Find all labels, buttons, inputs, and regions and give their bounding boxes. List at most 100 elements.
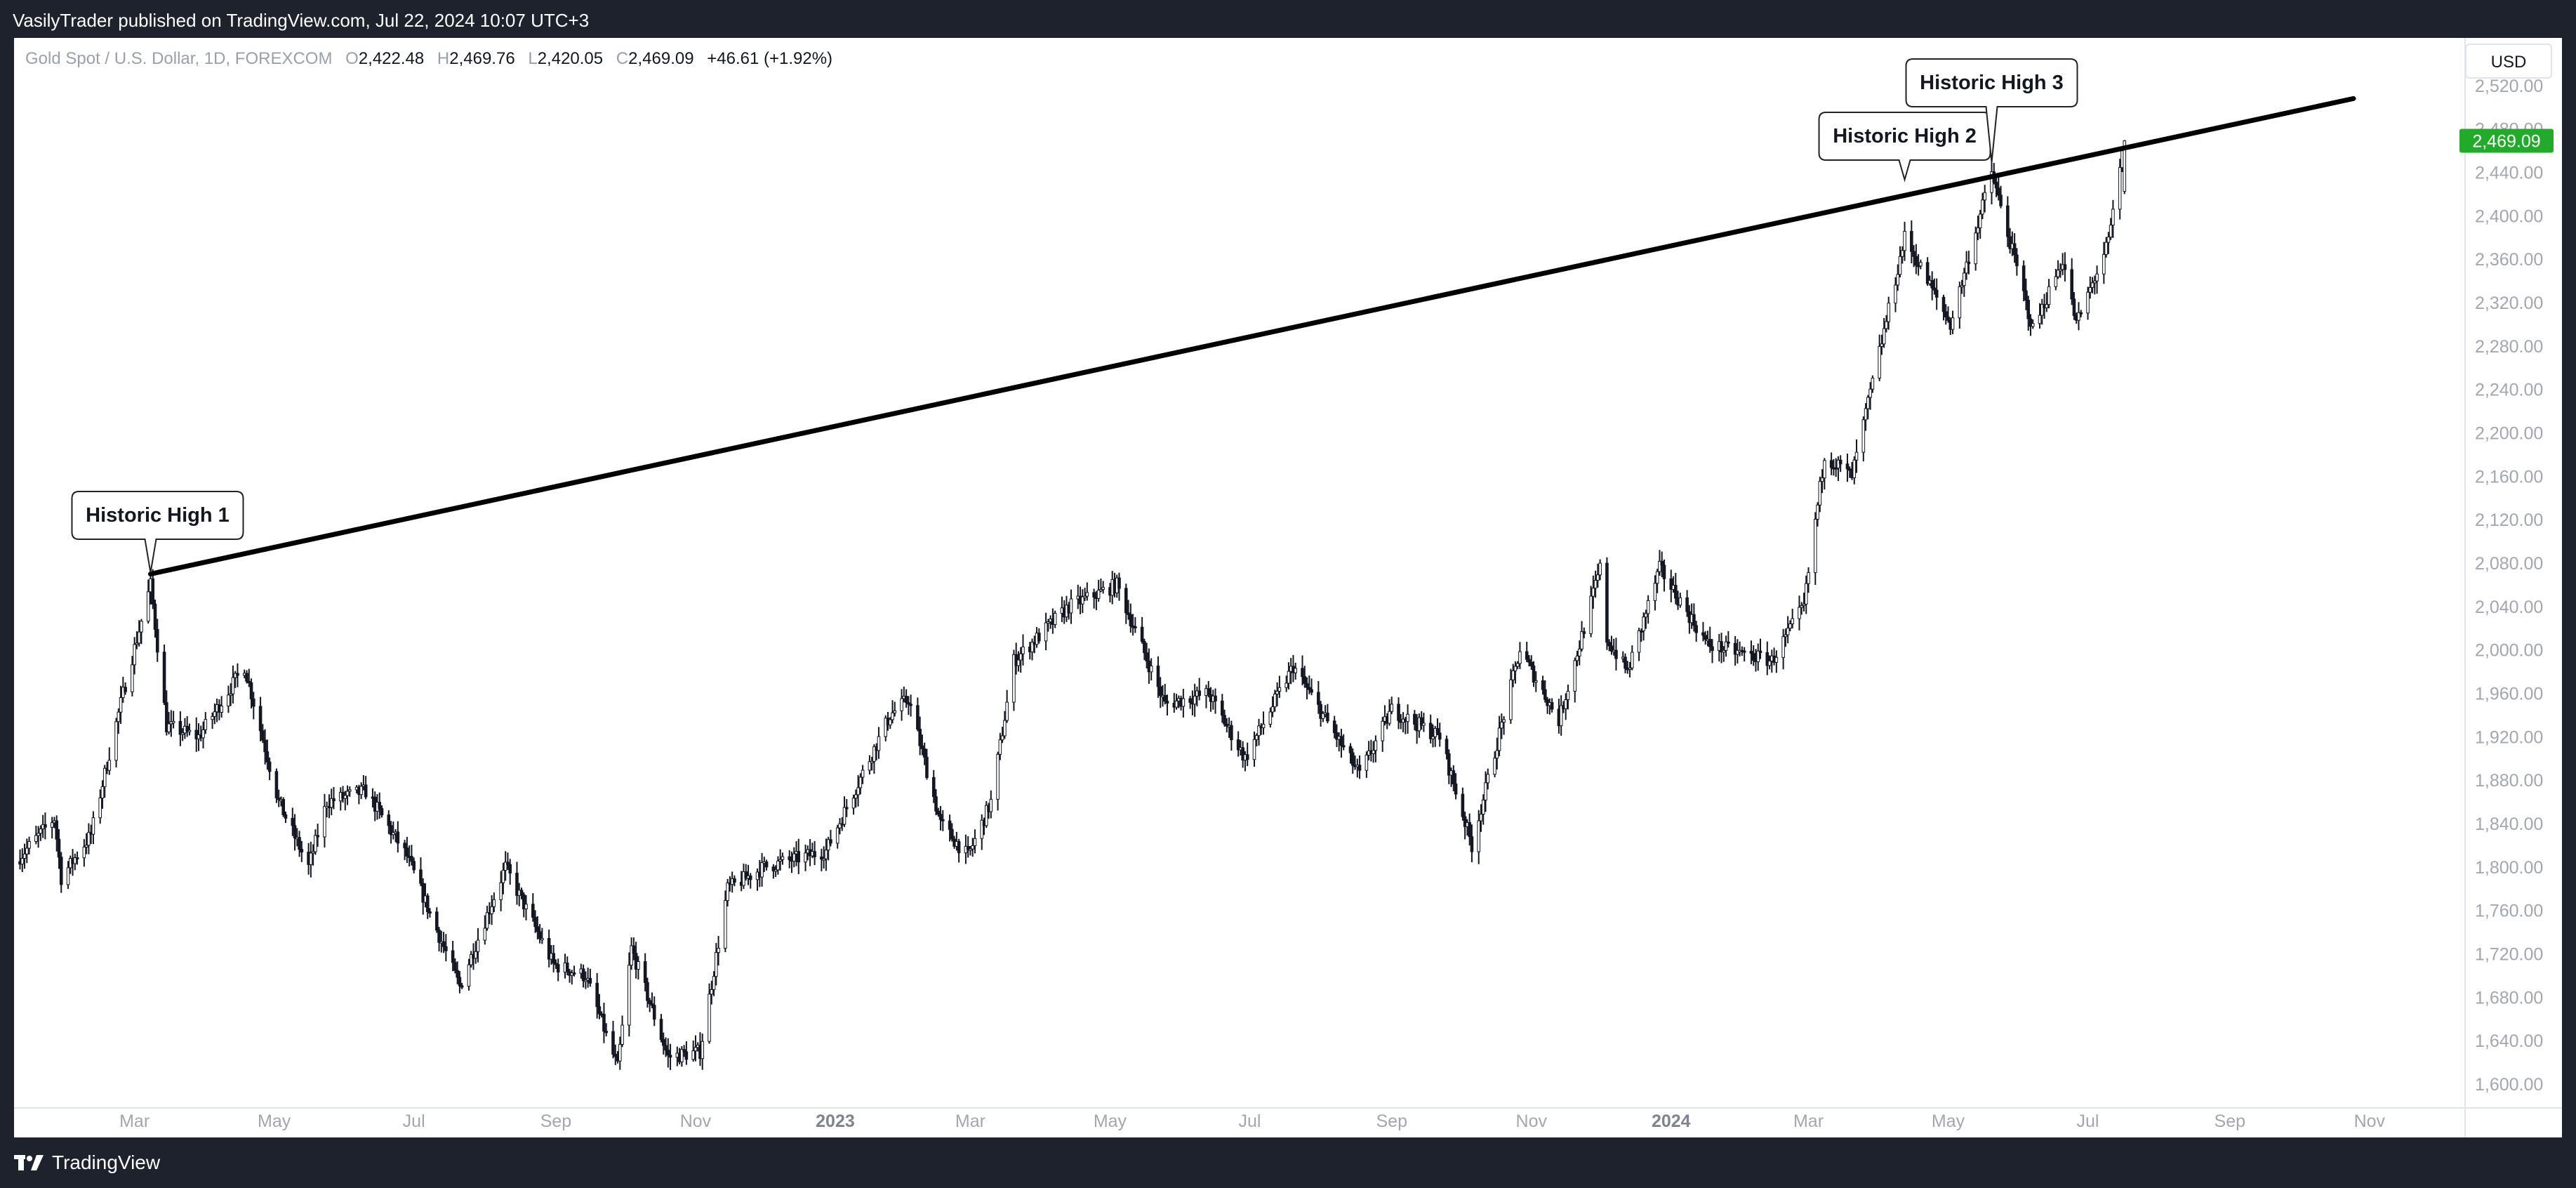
candle-body bbox=[893, 710, 897, 713]
candle-body bbox=[201, 729, 205, 739]
candle-body bbox=[220, 706, 223, 713]
candle-body bbox=[628, 965, 631, 1026]
currency-button[interactable]: USD bbox=[2465, 44, 2552, 79]
chart-legend: Gold Spot / U.S. Dollar, 1D, FOREXCOM O 2… bbox=[25, 49, 832, 69]
candle-body bbox=[1573, 660, 1577, 692]
candle-body bbox=[300, 849, 304, 853]
candle-body bbox=[1994, 181, 1998, 189]
candle-body bbox=[1694, 625, 1698, 633]
candle-body bbox=[119, 697, 123, 713]
time-tick-label: May bbox=[1094, 1111, 1127, 1131]
candle-body bbox=[50, 822, 54, 828]
candle-body bbox=[584, 979, 587, 982]
candle-body bbox=[2090, 282, 2094, 288]
candle-body bbox=[1509, 679, 1513, 720]
candle-body bbox=[1614, 649, 1618, 659]
candle-body bbox=[1575, 655, 1579, 661]
time-tick-label: Mar bbox=[119, 1111, 150, 1131]
candle-body bbox=[425, 895, 430, 913]
candle-body bbox=[211, 715, 214, 720]
candle-body bbox=[1624, 656, 1627, 669]
candle-body bbox=[724, 900, 727, 949]
candle-body bbox=[1413, 713, 1416, 725]
candle-body bbox=[941, 819, 945, 821]
tradingview-brand[interactable]: TradingView bbox=[14, 1151, 160, 1174]
candle-body bbox=[1999, 194, 2003, 206]
candle-body bbox=[1158, 686, 1162, 697]
candle-body bbox=[1564, 699, 1567, 709]
price-tick-label: 1,600.00 bbox=[2475, 1075, 2543, 1095]
candle-body bbox=[146, 591, 150, 622]
candle-body bbox=[996, 753, 1000, 800]
chart-panel[interactable] bbox=[14, 38, 2562, 1137]
annotation-label: Historic High 1 bbox=[86, 504, 230, 527]
candle-body bbox=[98, 797, 102, 819]
time-tick-label: Jul bbox=[1238, 1111, 1261, 1131]
candle-body bbox=[691, 1050, 695, 1060]
candle-body bbox=[1134, 626, 1137, 628]
candle-body bbox=[1406, 713, 1409, 722]
candle-body bbox=[1965, 261, 1968, 274]
candle-body bbox=[1800, 605, 1804, 608]
candle-body bbox=[1658, 560, 1661, 572]
candle-body bbox=[100, 786, 105, 798]
candle-body bbox=[1749, 651, 1753, 654]
candle-body bbox=[826, 839, 830, 851]
candle-body bbox=[506, 862, 510, 865]
candle-body bbox=[2123, 140, 2127, 192]
candle-body bbox=[36, 833, 40, 836]
candle-body bbox=[2070, 269, 2073, 300]
time-tick-label: Nov bbox=[1516, 1111, 1548, 1131]
candle-body bbox=[1653, 583, 1657, 601]
candle-body bbox=[34, 835, 38, 842]
candle-body bbox=[1605, 562, 1609, 643]
candle-body bbox=[1582, 631, 1586, 634]
candle-body bbox=[410, 856, 413, 862]
price-axis[interactable]: 1,600.00 1,640.00 1,680.00 1,720.00 1,760.00… bbox=[2475, 77, 2543, 1095]
candle-body bbox=[1294, 668, 1298, 673]
candle-body bbox=[364, 784, 368, 798]
candle-body bbox=[476, 939, 480, 952]
candle-body bbox=[458, 977, 462, 986]
candle-body bbox=[155, 628, 159, 653]
candle-body bbox=[1981, 199, 1984, 215]
candle-body bbox=[1493, 758, 1496, 775]
candle-body bbox=[1099, 589, 1103, 592]
price-tick-label: 2,280.00 bbox=[2475, 337, 2543, 357]
candle-body bbox=[717, 948, 720, 953]
candle-body bbox=[39, 829, 43, 834]
candle-body bbox=[829, 839, 832, 844]
time-tick-label: Nov bbox=[680, 1111, 712, 1131]
time-axis[interactable]: Mar May Jul Sep Nov 2023 Mar May Jul Sep Nov 2024 Ma… bbox=[119, 1111, 2385, 1131]
candle-body bbox=[1012, 654, 1016, 703]
candle-body bbox=[1751, 653, 1755, 661]
candle-body bbox=[1317, 692, 1320, 705]
candle-body bbox=[1037, 633, 1041, 642]
publish-header: VasilyTrader published on TradingView.co… bbox=[0, 0, 2576, 38]
candle-body bbox=[2026, 300, 2031, 319]
candle-body bbox=[1502, 719, 1506, 722]
open-label: O bbox=[345, 49, 359, 68]
candle-body bbox=[936, 810, 941, 815]
candle-body bbox=[1165, 701, 1169, 704]
trendline[interactable] bbox=[147, 95, 2356, 576]
candle-body bbox=[760, 862, 764, 878]
candle-body bbox=[311, 851, 315, 854]
candle-body bbox=[1631, 652, 1634, 668]
candle-body bbox=[1644, 613, 1648, 618]
high-value: 2,469.76 bbox=[449, 49, 515, 68]
candle-body bbox=[1085, 592, 1089, 597]
candle-body bbox=[2031, 323, 2035, 327]
symbol-description[interactable]: Gold Spot / U.S. Dollar, 1D, FOREXCOM bbox=[25, 49, 333, 68]
candle-body bbox=[938, 814, 943, 820]
candle-body bbox=[87, 831, 91, 846]
candle-body bbox=[229, 693, 232, 696]
candle-body bbox=[920, 745, 924, 749]
candle-body bbox=[1348, 746, 1353, 753]
candle-body bbox=[668, 1055, 672, 1058]
candle-body bbox=[1422, 722, 1426, 726]
candle-body bbox=[661, 1038, 665, 1046]
candle-body bbox=[444, 946, 448, 951]
candle-body bbox=[1468, 822, 1471, 838]
